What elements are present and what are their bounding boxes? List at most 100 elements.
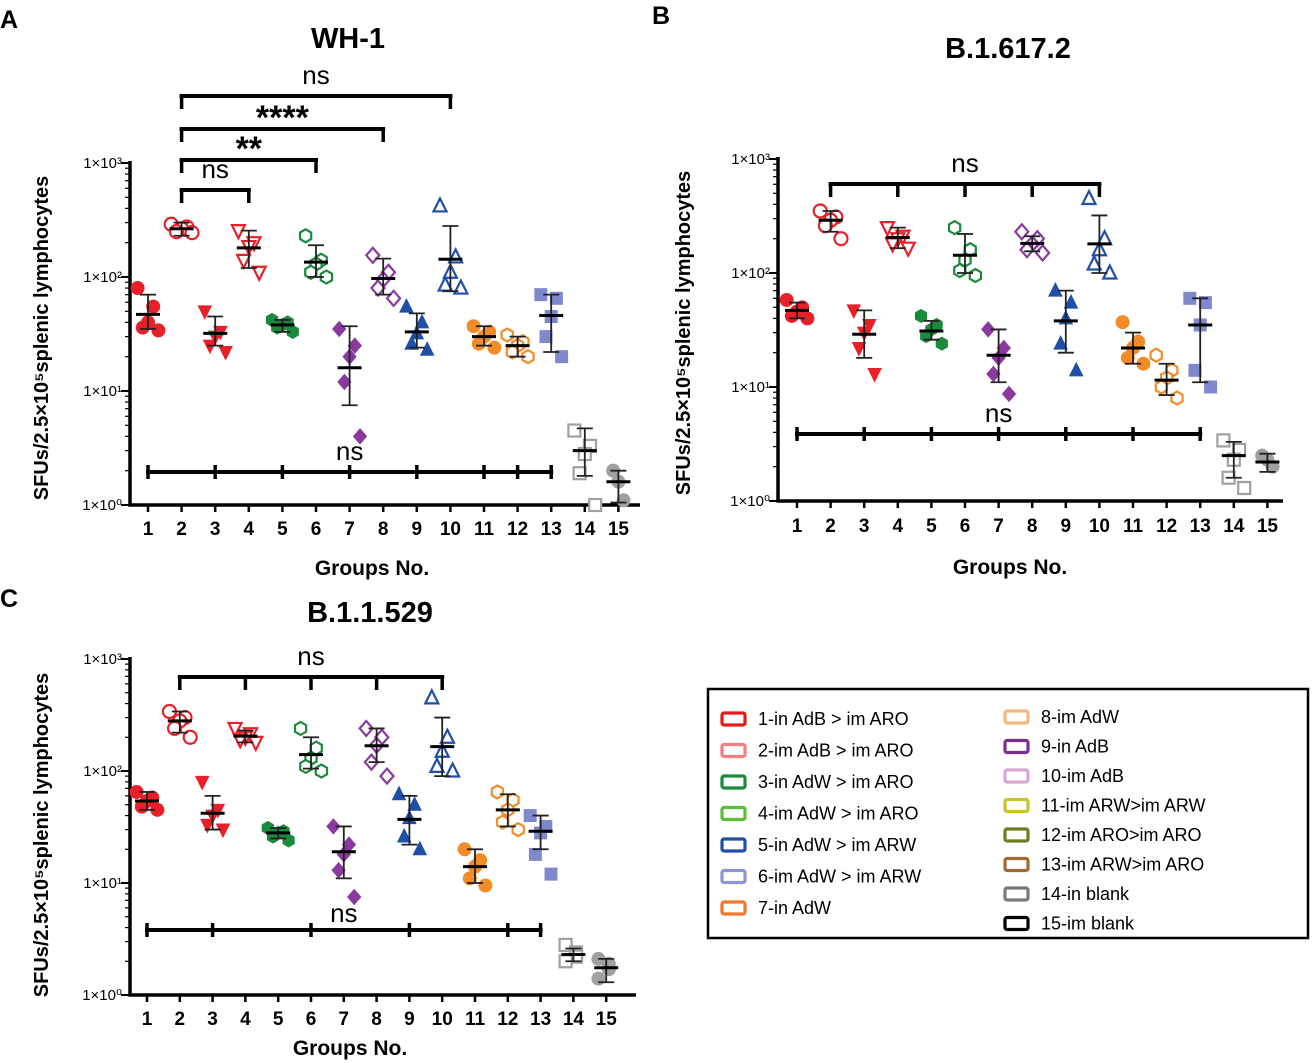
x-tick-label: 14 [563,1009,585,1030]
data-point [352,428,368,445]
data-point [182,729,198,745]
data-point [1085,254,1103,271]
x-tick-label: 8 [371,1009,382,1030]
panel-letter: A [0,6,18,34]
data-point [953,262,967,279]
data-point [588,497,603,513]
data-point [567,423,582,438]
x-tick-label: 15 [1257,516,1279,537]
y-tick-label: 1×10² [83,269,122,286]
data-point [414,313,430,329]
data-point [478,878,493,893]
x-tick-label: 13 [1190,516,1211,537]
legend-label: 7-in AdW [758,898,831,918]
data-point [298,228,313,244]
legend-swatch [720,900,747,916]
data-point [1034,243,1051,263]
data-point [407,796,422,811]
y-axis-label: SFUs/2.5×10⁵splenic lymphocytes [673,171,695,496]
x-tick-label: 10 [440,519,461,540]
panel-letter: C [0,585,18,613]
legend-swatch [1003,915,1030,932]
data-point [1001,385,1017,403]
legend-label: 8-im AdW [1041,707,1119,727]
y-tick-label: 1×10² [731,265,770,282]
x-tick-label: 15 [608,519,630,540]
significance-label: ns [985,398,1012,428]
data-point [412,840,428,856]
x-tick-label: 4 [240,1009,251,1030]
x-tick-label: 5 [273,1009,284,1030]
legend-label: 12-im ARO>im ARO [1041,825,1202,845]
data-point [235,253,252,271]
legend: 1-in AdB > im ARO 2-im AdB > im ARO 3-in A… [706,687,1310,940]
data-point [462,871,477,886]
data-point [528,847,542,861]
legend-swatch [1003,856,1030,873]
data-point [1053,335,1068,350]
x-tick-label: 2 [175,1009,186,1030]
significance-label: **** [256,99,310,137]
data-point [385,289,402,308]
panel-a: A WH-1 SFUs/2.5×10⁵splenic lymphocytes G… [0,6,640,580]
legend-label: 6-im AdW > im ARW [758,867,921,887]
x-tick-label: 11 [474,519,495,540]
data-point [428,756,446,773]
panel-title: B.1.1.529 [307,597,433,629]
legend-swatch [1003,738,1030,755]
data-point [293,720,308,737]
x-tick-label: 6 [306,1009,317,1030]
data-point [555,350,569,364]
panel-title: WH-1 [311,23,385,55]
data-point [399,297,414,313]
legend-swatch [1003,768,1030,784]
data-point [286,324,299,339]
data-point [487,340,502,355]
x-tick-label: 1 [142,1009,153,1030]
data-point [299,758,313,775]
data-point [1188,363,1202,377]
data-point [1115,315,1130,330]
data-point [130,281,145,296]
legend-label: 11-im ARW>im ARW [1041,796,1206,816]
y-tick-label: 1×10⁰ [82,497,122,514]
data-point [419,341,435,356]
legend-label: 3-in AdW > im ARO [758,772,914,792]
legend-label: 2-im AdB > im ARO [758,741,914,761]
data-point [1154,379,1169,395]
legend-label: 13-im ARW>im ARO [1041,855,1204,875]
data-point [347,888,362,906]
data-point [247,735,265,753]
legend-swatch [720,774,747,790]
legend-label: 10-im AdB [1041,766,1124,786]
x-tick-label: 2 [825,516,836,537]
x-tick-label: 1 [792,516,803,537]
x-tick-label: 11 [1123,516,1144,537]
x-tick-label: 10 [1089,516,1110,537]
x-tick-label: 15 [596,1009,618,1030]
x-tick-label: 9 [1061,516,1072,537]
data-point [326,818,341,835]
data-point [1170,390,1184,406]
x-tick-label: 7 [339,1009,350,1030]
data-point [833,231,849,247]
legend-swatch [1003,797,1030,814]
data-point [404,335,419,350]
y-tick-label: 1×10³ [731,151,770,168]
data-point [332,320,347,338]
x-tick-label: 7 [993,516,1004,537]
legend-label: 1-in AdB > im ARO [758,709,909,729]
data-point [452,278,470,295]
x-tick-label: 6 [311,519,322,540]
legend-swatch [1003,709,1030,725]
x-tick-label: 14 [574,519,596,540]
data-point [1149,347,1163,363]
panel-title: B.1.617.2 [945,33,1071,65]
legend-label: 5-in AdW > im ARW [758,835,916,855]
x-tick-label: 9 [404,1009,415,1030]
data-point [879,221,896,238]
data-point [431,195,449,213]
legend-swatch [720,837,747,853]
